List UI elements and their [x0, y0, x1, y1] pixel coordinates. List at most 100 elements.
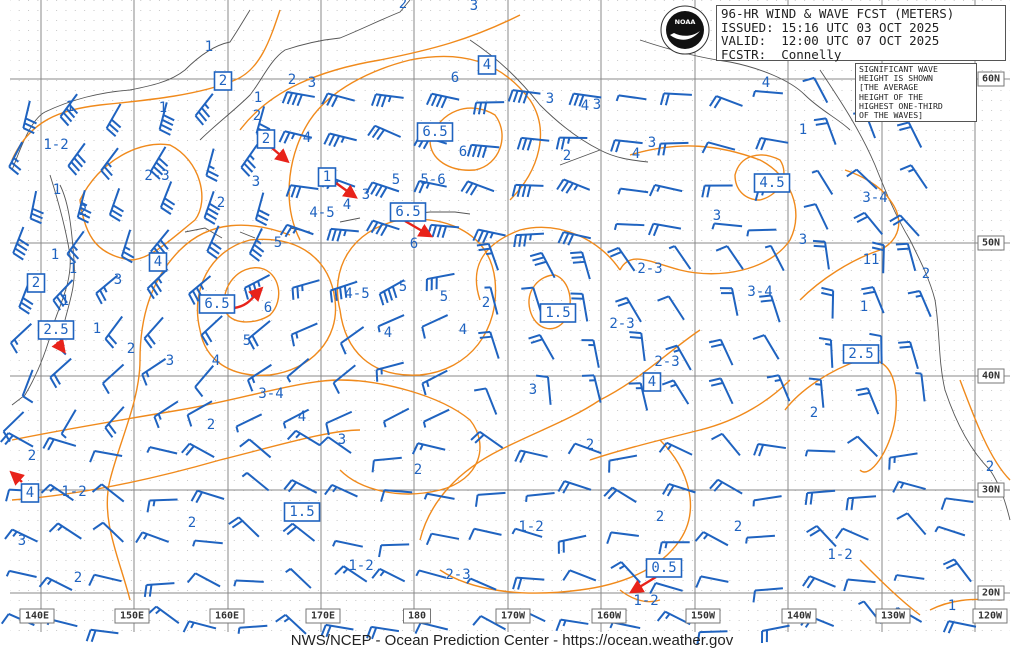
credit-line: NWS/NCEP - Ocean Prediction Center - htt…: [290, 632, 734, 649]
latitude-label-box: [977, 235, 1005, 251]
wind-barb: [414, 621, 449, 635]
wave-height-box: [198, 294, 236, 314]
wave-height-label: 1: [159, 100, 167, 116]
wave-height-label: 5: [274, 235, 282, 251]
wind-barb: [66, 230, 85, 264]
longitude-label-box: [305, 608, 341, 624]
wind-barbs: [0, 76, 977, 645]
wind-barb: [382, 407, 410, 428]
wind-barb: [755, 137, 789, 151]
wave-height-label: 1-2: [43, 137, 68, 153]
wind-barb: [88, 573, 122, 587]
wind-barb: [91, 483, 125, 503]
arrow: [9, 470, 25, 486]
wind-barb: [22, 100, 37, 135]
wind-barb: [378, 279, 405, 306]
wave-height-label: 1-2: [348, 558, 373, 574]
arrow: [628, 575, 657, 594]
wind-barb: [752, 90, 783, 98]
wind-barb: [657, 141, 689, 156]
latitude-label: 60N: [982, 74, 1000, 85]
wind-barb: [159, 181, 176, 215]
wave-height-label: 3: [713, 208, 721, 224]
wind-barb: [104, 315, 124, 349]
coast-siberia-ne: [199, 0, 411, 141]
wind-barb: [764, 244, 785, 272]
wind-barb: [581, 374, 602, 403]
coast-kuril-japan: [11, 174, 71, 406]
wind-barb: [365, 181, 400, 199]
wind-barb: [555, 618, 589, 632]
wave-height-boxed: 2: [32, 275, 40, 291]
latitude-label: 30N: [982, 485, 1000, 496]
wind-barb: [422, 408, 450, 428]
wind-barb: [766, 374, 791, 402]
longitude-label: 180: [408, 611, 426, 622]
wind-barb: [192, 539, 223, 547]
wind-barb: [709, 478, 743, 495]
wind-barb: [557, 534, 587, 554]
wave-height-label: 3: [308, 75, 316, 91]
wind-barb: [478, 330, 500, 359]
wind-barb: [321, 92, 355, 108]
wind-barb: [711, 222, 743, 230]
wind-barb: [940, 497, 974, 510]
wave-height-box: [416, 122, 454, 142]
wind-barb: [847, 435, 879, 458]
wind-barb: [425, 272, 455, 292]
wind-barb: [668, 245, 692, 270]
latitude-label: 40N: [982, 371, 1000, 382]
wind-barb: [895, 242, 917, 272]
longitude-label-box: [495, 608, 531, 624]
longitude-label-box: [875, 608, 911, 624]
wind-barb: [648, 184, 683, 197]
wave-height-boxed: 4.5: [759, 175, 784, 191]
wind-barb: [59, 93, 79, 127]
wave-height-label: 5: [440, 289, 448, 305]
wind-barb: [715, 245, 744, 270]
wind-barb: [76, 189, 92, 224]
longitude-label-box: [114, 608, 150, 624]
wind-barb: [468, 527, 502, 541]
wind-barb: [200, 315, 223, 346]
longitude-label-box: [19, 608, 55, 624]
wind-barb: [21, 369, 34, 404]
wind-barb: [709, 95, 743, 109]
wind-barb: [701, 141, 736, 154]
wind-barb: [472, 615, 506, 631]
wave-height-label: 2: [188, 515, 196, 531]
longitude-label-box: [403, 608, 431, 624]
wind-barb: [835, 527, 869, 541]
wind-barb: [241, 472, 270, 492]
wind-barb: [701, 184, 733, 198]
wind-barb: [278, 130, 313, 144]
wind-barb: [514, 449, 548, 464]
wind-barb: [153, 400, 179, 429]
longitude-label: 150W: [691, 611, 716, 622]
wave-height-label: 2: [656, 509, 664, 525]
wind-barb: [556, 178, 591, 194]
wind-barb: [661, 379, 690, 405]
wave-height-boxed: 2.5: [43, 322, 68, 338]
wind-barb: [325, 410, 353, 436]
wave-height-box: [213, 71, 233, 91]
longitude-label: 170E: [311, 611, 335, 622]
wind-barb: [286, 357, 310, 383]
wind-barb: [42, 436, 77, 451]
wind-barb: [613, 223, 645, 231]
wave-height-label: 2-3: [637, 261, 662, 277]
longitude-labels: 140E 150E 160E 170E 180 170W 160W 150W 140W 130W 1…: [19, 608, 1008, 624]
wave-height-boxed: 6.5: [395, 204, 420, 220]
wave-height-label: 5-6: [420, 172, 445, 188]
wave-height-label: 3: [362, 187, 370, 203]
latitude-label-box: [977, 368, 1005, 384]
wave-height-label: 2: [810, 405, 818, 421]
wind-barb: [474, 491, 506, 507]
latitude-labels: 60N 50N 40N 30N 20N: [977, 71, 1005, 601]
wind-barb: [235, 413, 263, 433]
wind-barb: [694, 531, 729, 547]
wind-barb: [283, 479, 318, 494]
wind-barb: [647, 222, 682, 237]
wind-barb: [286, 429, 321, 447]
